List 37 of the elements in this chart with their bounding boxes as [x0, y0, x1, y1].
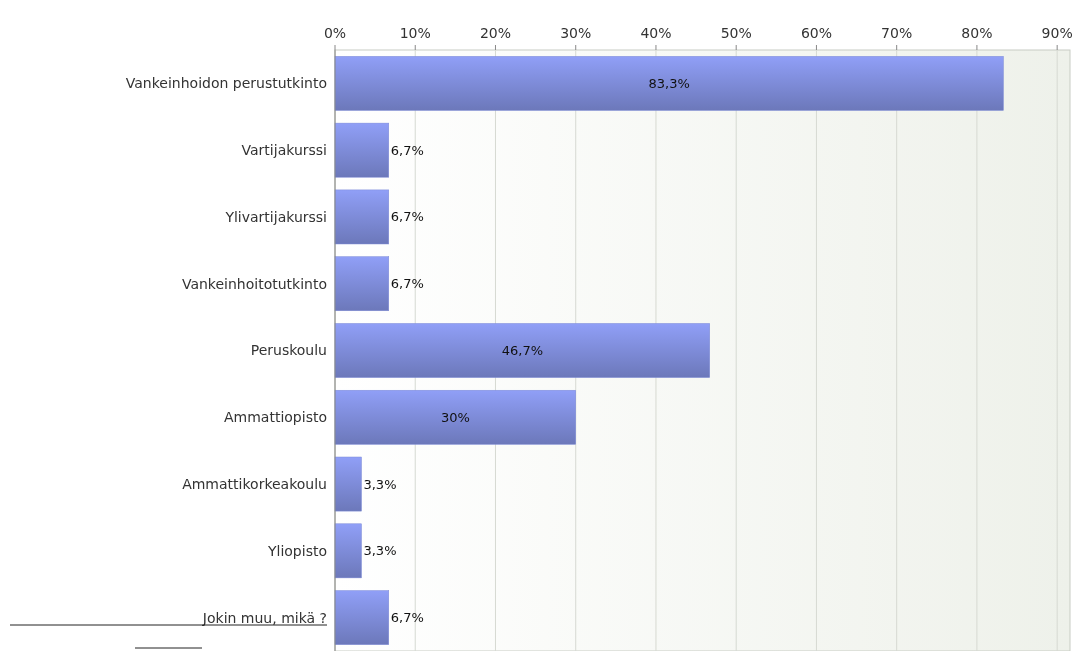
bar: [334, 590, 390, 645]
data-label: 6,7%: [390, 142, 424, 158]
y-tick-label: Vankeinhoidon perustutkinto: [125, 75, 327, 92]
bar: [334, 323, 710, 378]
data-label: 3,3%: [363, 543, 397, 559]
x-tick-label: 50%: [720, 25, 752, 41]
bar: [334, 122, 390, 178]
bar: [334, 56, 1004, 111]
x-tick-label: 10%: [399, 25, 431, 41]
bar: [334, 523, 362, 579]
y-tick-label: Ammattiopisto: [224, 409, 327, 426]
data-label: 83,3%: [648, 75, 690, 91]
x-tick-label: 0%: [323, 25, 347, 41]
bar: [334, 389, 576, 445]
y-tick-label: Ammattikorkeakoulu: [182, 475, 327, 492]
data-label: 6,7%: [390, 610, 424, 626]
data-label: 3,3%: [363, 476, 397, 492]
data-label: 46,7%: [501, 343, 544, 359]
data-label: 30%: [440, 409, 470, 425]
x-tick-label: 60%: [800, 25, 832, 41]
y-tick-label: Vankeinhoitotutkinto: [181, 275, 327, 292]
x-tick-label: 90%: [1041, 25, 1073, 41]
y-tick-label: Ylivartijakurssi: [224, 208, 327, 225]
y-tick-label: Peruskoulu: [250, 342, 327, 359]
bar: [334, 456, 362, 512]
x-tick-label: 40%: [640, 25, 672, 41]
bar: [334, 189, 390, 245]
x-tick-label: 20%: [479, 25, 512, 41]
y-tick-label: Jokin muu, mikä ?: [201, 609, 327, 626]
x-tick-label: 70%: [881, 25, 913, 41]
data-label: 6,7%: [390, 209, 424, 225]
x-tick-label: 30%: [560, 25, 592, 41]
y-tick-label: Vartijakurssi: [241, 142, 327, 159]
x-tick-label: 80%: [961, 25, 993, 41]
bar: [334, 256, 390, 312]
y-tick-label: Yliopisto: [266, 542, 327, 559]
data-label: 6,7%: [390, 276, 424, 292]
